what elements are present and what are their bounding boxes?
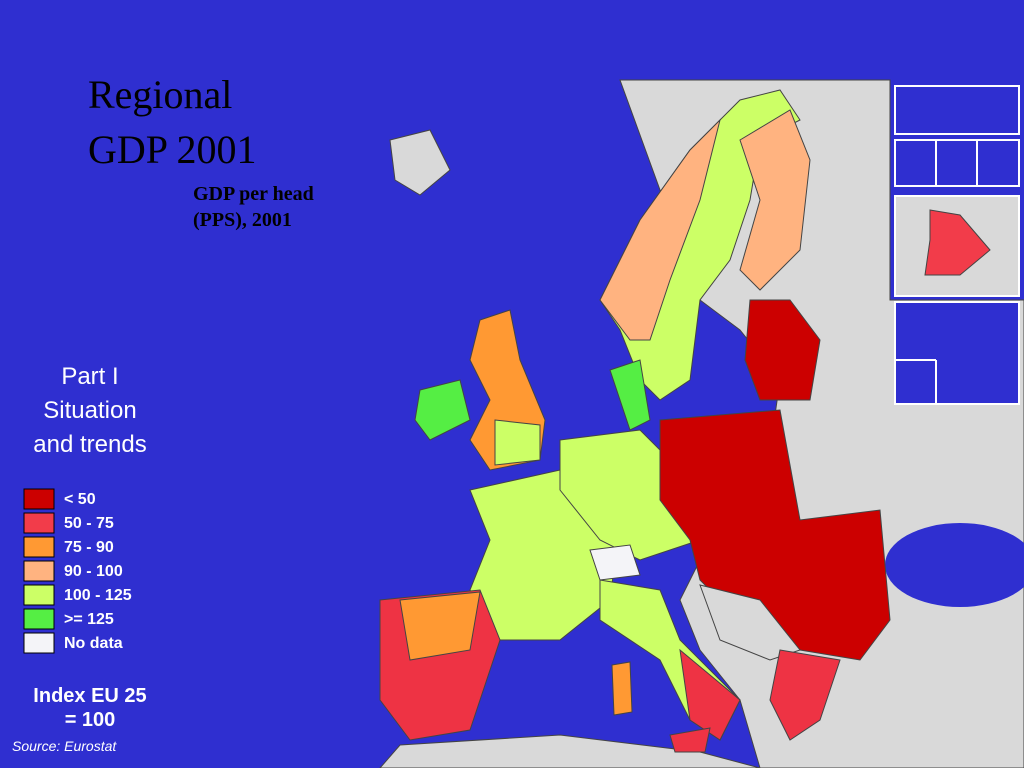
section-title: and trends: [33, 431, 146, 458]
legend-swatch: [23, 608, 55, 630]
source: Source: Eurostat: [12, 738, 117, 754]
spain-north: [399, 591, 481, 661]
legend-swatch: [23, 560, 55, 582]
greece: [769, 649, 841, 741]
inset-azores: [894, 301, 1020, 405]
legend-label: >= 125: [64, 611, 114, 628]
sicily: [669, 727, 711, 753]
baltics: [744, 299, 821, 401]
map: [379, 79, 1024, 768]
ireland: [414, 379, 471, 441]
legend: < 50 50 - 75 75 - 90 90 - 100 100 - 125 >= 12…: [23, 488, 132, 654]
black-sea: [885, 523, 1024, 607]
italy-south: [679, 648, 741, 741]
north-africa: [379, 734, 761, 768]
insets: [894, 85, 1020, 405]
iceland: [389, 129, 451, 196]
legend-label: 75 - 90: [64, 539, 114, 556]
index-note: Index EU 25: [33, 685, 146, 707]
inset-canaries: [894, 85, 1020, 135]
title: GDP 2001: [88, 127, 257, 172]
subtitle: (PPS), 2001: [193, 209, 292, 231]
legend-swatch: [23, 488, 55, 510]
sardinia: [611, 661, 633, 716]
legend-swatch: [23, 632, 55, 654]
norway: [599, 118, 721, 341]
title: Regional: [88, 72, 232, 117]
subtitle: GDP per head: [193, 183, 314, 205]
legend-label: 90 - 100: [64, 563, 123, 580]
legend-label: 50 - 75: [64, 515, 114, 532]
legend-label: 100 - 125: [64, 587, 132, 604]
denmark: [609, 359, 651, 431]
legend-label: No data: [64, 635, 123, 652]
section-title: Situation: [43, 397, 136, 424]
section-title: Part I: [61, 363, 118, 390]
inset-caribbean: [894, 139, 1020, 187]
switzerland: [589, 544, 641, 581]
legend-swatch: [23, 584, 55, 606]
finland: [739, 109, 811, 291]
england-south: [494, 419, 541, 466]
legend-swatch: [23, 536, 55, 558]
guiana: [924, 209, 991, 276]
legend-label: < 50: [64, 491, 96, 508]
legend-swatch: [23, 512, 55, 534]
index-note: = 100: [65, 709, 116, 731]
